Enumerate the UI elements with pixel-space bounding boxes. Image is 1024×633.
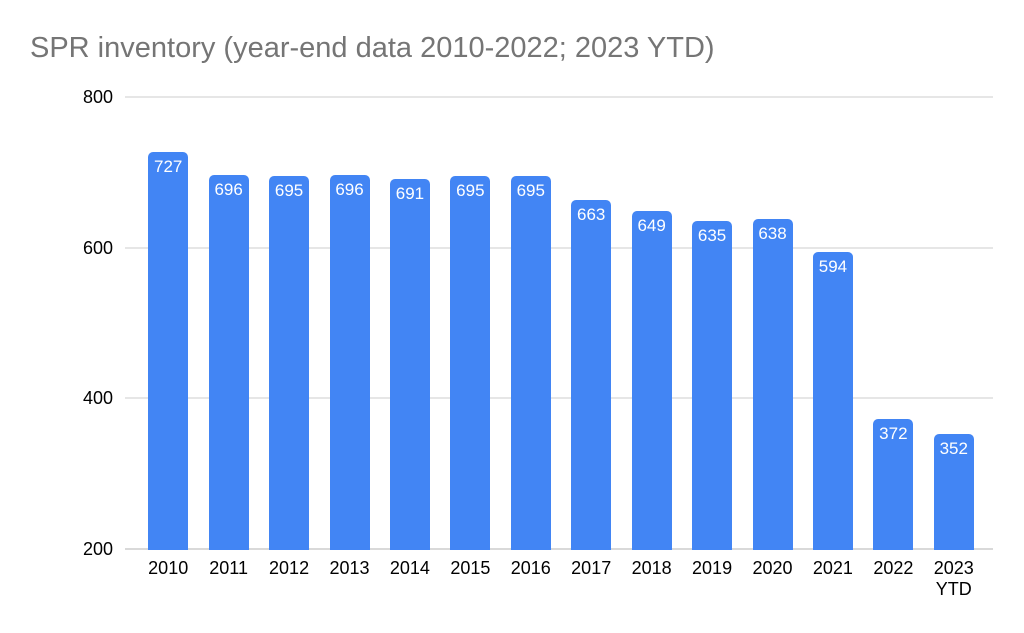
y-tick-label-800: 800 bbox=[82, 87, 113, 107]
x-tick-label-2011: 2011 bbox=[209, 558, 248, 578]
chart-title: SPR inventory (year-end data 2010-2022; … bbox=[30, 32, 715, 64]
bar-value-label-2016: 695 bbox=[516, 181, 545, 201]
bar-2020: 638 bbox=[752, 219, 793, 550]
bar-value-label-2010: 727 bbox=[154, 156, 183, 176]
x-tick-label-2019: 2019 bbox=[692, 558, 733, 578]
bar-value-label-2015: 695 bbox=[456, 181, 485, 201]
y-tick-label-600: 600 bbox=[82, 237, 113, 258]
bar-2011: 696 bbox=[208, 175, 249, 550]
x-tick-label-2010: 2010 bbox=[148, 558, 189, 578]
bar-2013: 696 bbox=[329, 175, 370, 550]
bar-2022: 372 bbox=[873, 419, 914, 550]
bar-value-label-2012: 695 bbox=[274, 181, 304, 201]
bar-value-label-2018: 649 bbox=[637, 215, 666, 235]
x-tick-label-2022: 2022 bbox=[873, 558, 914, 578]
bar-value-label-2014: 691 bbox=[395, 184, 425, 204]
bar-value-label-2020: 638 bbox=[758, 224, 787, 244]
x-tick-label-2015: 2015 bbox=[450, 558, 491, 578]
bar-2021: 594 bbox=[812, 252, 853, 550]
bar-2023: 352 bbox=[933, 434, 974, 550]
bar-2017: 663 bbox=[571, 200, 612, 550]
bar-value-label-2011: 696 bbox=[214, 180, 243, 200]
gridline-200 bbox=[125, 548, 993, 550]
gridline-800 bbox=[125, 96, 993, 98]
x-tick-label-2023: 2023 YTD bbox=[933, 558, 974, 599]
x-tick-label-2020: 2020 bbox=[752, 558, 793, 578]
x-tick-label-2017: 2017 bbox=[571, 558, 612, 578]
gridline-600 bbox=[125, 246, 993, 249]
bar-value-label-2023: 352 bbox=[939, 439, 968, 459]
bar-2018: 649 bbox=[631, 210, 672, 550]
bar-2014: 691 bbox=[389, 179, 430, 550]
bar-value-label-2017: 663 bbox=[577, 205, 606, 225]
bar-2016: 695 bbox=[510, 176, 551, 550]
bar-2010: 727 bbox=[148, 151, 189, 550]
x-tick-label-2014: 2014 bbox=[389, 558, 430, 578]
x-tick-label-2021: 2021 bbox=[812, 558, 853, 578]
gridline-400 bbox=[125, 397, 993, 400]
bar-2019: 635 bbox=[692, 221, 733, 550]
bar-value-label-2019: 635 bbox=[697, 226, 727, 246]
y-tick-label-400: 400 bbox=[82, 388, 113, 409]
bar-2012: 695 bbox=[269, 176, 310, 550]
x-tick-label-2012: 2012 bbox=[269, 558, 310, 578]
x-tick-label-2013: 2013 bbox=[329, 558, 370, 578]
y-tick-label-200: 200 bbox=[82, 539, 113, 559]
x-tick-label-2018: 2018 bbox=[631, 558, 672, 578]
bar-value-label-2013: 696 bbox=[335, 180, 364, 200]
y-axis-title: million bbls bbox=[0, 333, 83, 349]
bar-value-label-2021: 594 bbox=[818, 257, 848, 277]
bar-value-label-2022: 372 bbox=[879, 424, 908, 444]
bar-2015: 695 bbox=[450, 176, 491, 550]
x-tick-label-2016: 2016 bbox=[510, 558, 551, 578]
